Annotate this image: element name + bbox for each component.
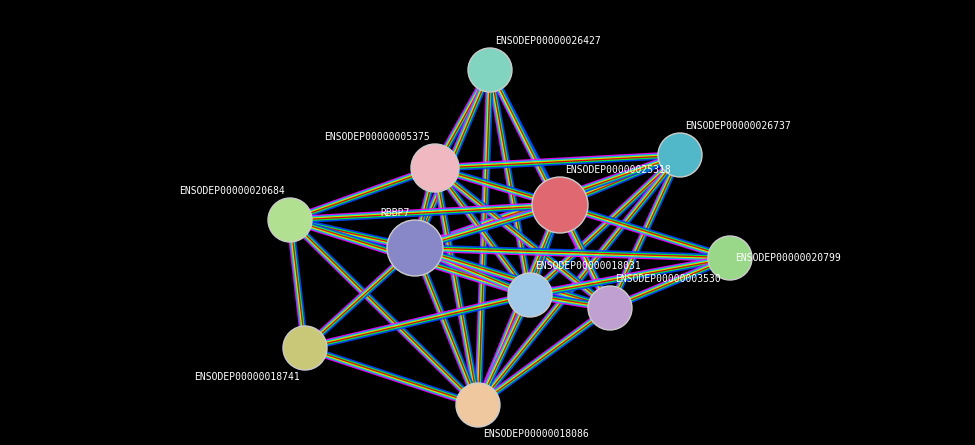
- Circle shape: [268, 198, 312, 242]
- Text: ENSODEP00000026427: ENSODEP00000026427: [495, 36, 601, 46]
- Text: ENSODEP00000005375: ENSODEP00000005375: [325, 132, 430, 142]
- Text: ENSODEP00000003530: ENSODEP00000003530: [615, 274, 721, 284]
- Text: ENSODEP00000018086: ENSODEP00000018086: [483, 429, 589, 439]
- Circle shape: [658, 133, 702, 177]
- Circle shape: [708, 236, 752, 280]
- Text: RBBP7: RBBP7: [380, 208, 410, 218]
- Text: ENSODEP00000018741: ENSODEP00000018741: [194, 372, 300, 382]
- Circle shape: [532, 177, 588, 233]
- Text: ENSODEP00000020799: ENSODEP00000020799: [735, 253, 840, 263]
- Text: ENSODEP00000026737: ENSODEP00000026737: [685, 121, 791, 131]
- Circle shape: [411, 144, 459, 192]
- Circle shape: [508, 273, 552, 317]
- Circle shape: [588, 286, 632, 330]
- Circle shape: [468, 48, 512, 92]
- Text: ENSODEP00000018031: ENSODEP00000018031: [535, 261, 641, 271]
- Text: ENSODEP00000020684: ENSODEP00000020684: [179, 186, 285, 196]
- Text: ENSODEP00000025318: ENSODEP00000025318: [565, 165, 671, 175]
- Circle shape: [283, 326, 327, 370]
- Circle shape: [387, 220, 443, 276]
- Circle shape: [456, 383, 500, 427]
